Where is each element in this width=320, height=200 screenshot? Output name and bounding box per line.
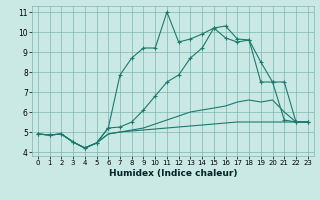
X-axis label: Humidex (Indice chaleur): Humidex (Indice chaleur) bbox=[108, 169, 237, 178]
